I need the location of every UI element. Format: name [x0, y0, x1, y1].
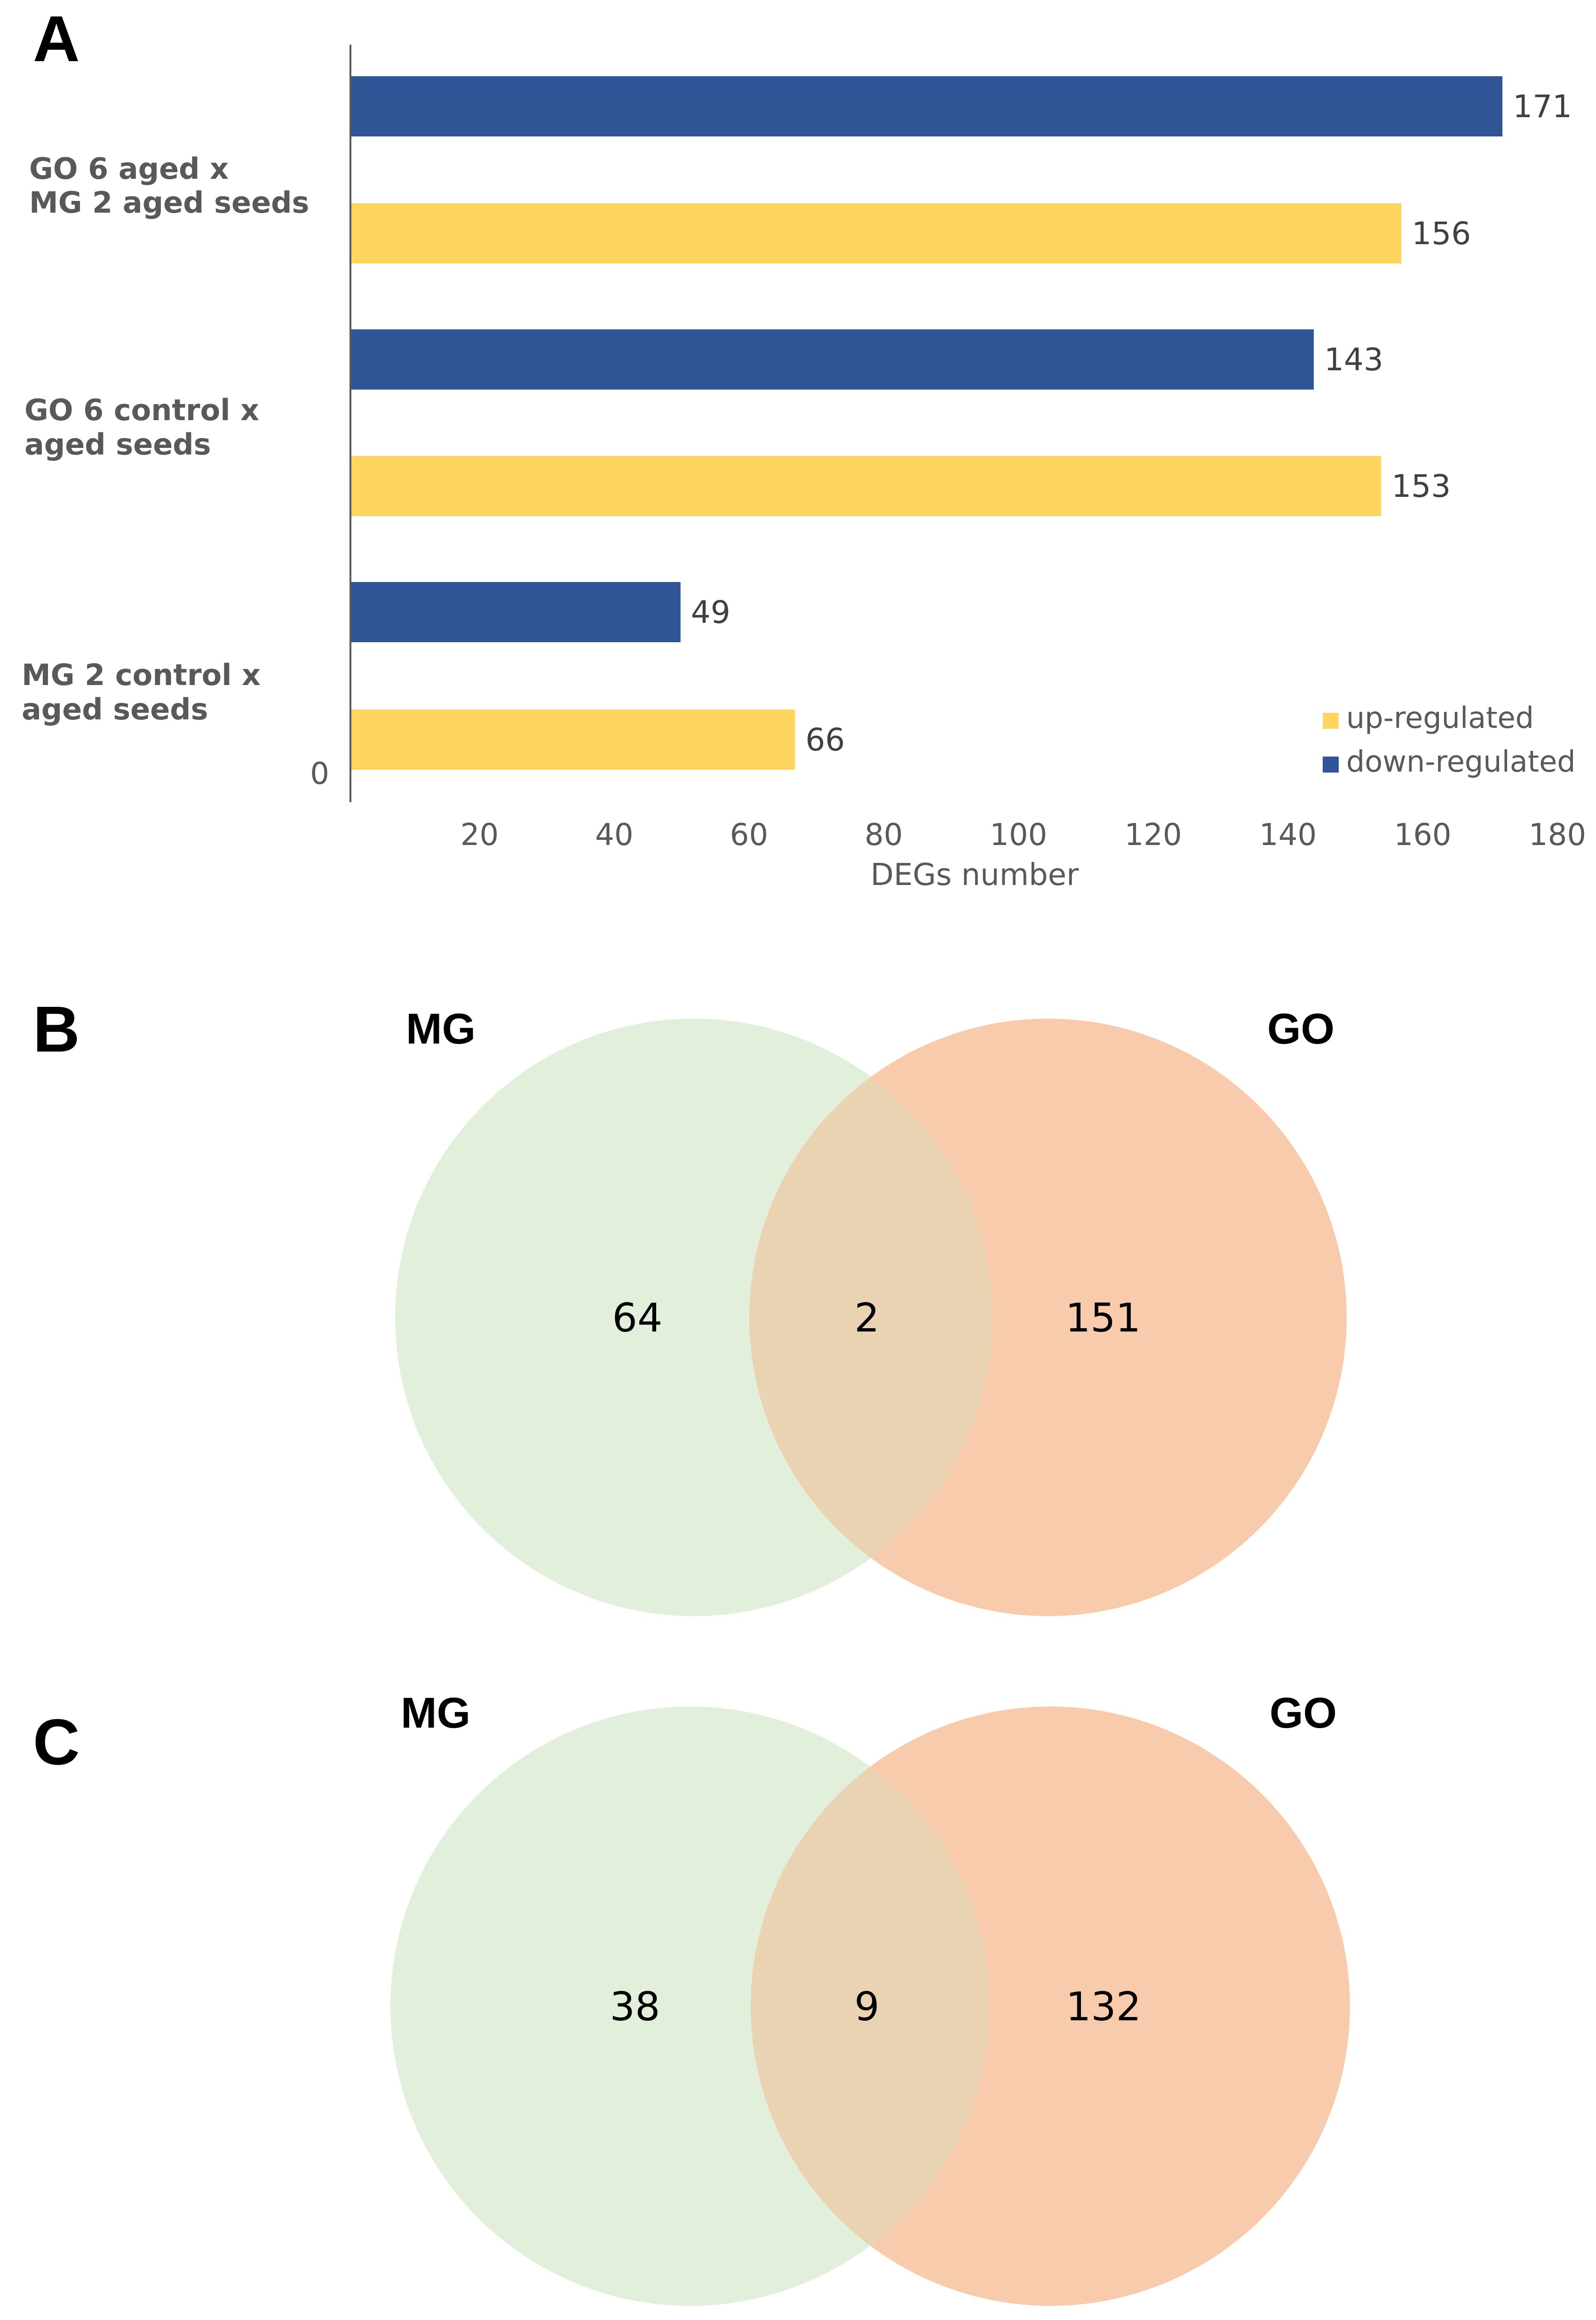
- category-label-3-line-2: aged seeds: [22, 692, 208, 726]
- category-label-3-line-1: MG 2 control x: [22, 658, 261, 692]
- panel-label-a: A: [33, 3, 80, 75]
- bar-down-regulated-1: [350, 76, 1503, 136]
- x-axis-title: DEGs number: [871, 858, 1079, 893]
- venn-c-set-label-go: GO: [1270, 1689, 1337, 1737]
- venn-b-set-label-mg: MG: [406, 1005, 476, 1053]
- x-tick-label-40: 40: [595, 818, 633, 853]
- x-tick-label-20: 20: [461, 818, 499, 853]
- venn-c-count-mg-only: 38: [610, 1984, 660, 2030]
- venn-c-count-go-only: 132: [1066, 1984, 1141, 2030]
- x-tick-label-160: 160: [1394, 818, 1451, 853]
- category-label-2-line-2: aged seeds: [24, 427, 211, 462]
- venn-b-count-mg-only: 64: [612, 1295, 663, 1341]
- x-tick-label-0: 0: [310, 757, 329, 791]
- venn-c-set-label-mg: MG: [401, 1689, 470, 1737]
- bar-value-label-up-regulated-3: 66: [805, 722, 845, 758]
- category-label-1-line-1: GO 6 aged x: [29, 151, 229, 186]
- venn-b-overlap: [749, 1077, 993, 1558]
- venn-panel-c: C MG GO 38 9 132: [33, 1689, 1350, 2306]
- bar-down-regulated-2: [350, 329, 1314, 390]
- panel-label-b: B: [33, 993, 80, 1066]
- bar-value-label-down-regulated-3: 49: [691, 594, 731, 630]
- category-label-1-line-2: MG 2 aged seeds: [29, 185, 309, 220]
- category-label-2-line-1: GO 6 control x: [24, 393, 259, 427]
- panel-label-c: C: [33, 1706, 80, 1778]
- tick-label-group: 0 20 40 60 80 100 120 140 160 180: [310, 757, 1586, 853]
- venn-b-count-both: 2: [854, 1295, 879, 1341]
- legend: up-regulated down-regulated: [1323, 701, 1576, 779]
- venn-panel-b: B MG GO 64 2 151: [33, 993, 1347, 1616]
- bar-up-regulated-3: [350, 710, 795, 770]
- venn-b-count-go-only: 151: [1065, 1295, 1141, 1341]
- bar-group: [350, 76, 1503, 770]
- bar-down-regulated-3: [350, 582, 681, 642]
- x-tick-label-140: 140: [1259, 818, 1317, 853]
- x-tick-label-60: 60: [730, 818, 768, 853]
- venn-b-set-label-go: GO: [1267, 1005, 1334, 1053]
- bar-value-label-up-regulated-2: 153: [1391, 468, 1451, 504]
- venn-c-count-both: 9: [854, 1984, 879, 2030]
- legend-swatch-down-regulated: [1323, 757, 1339, 773]
- bar-up-regulated-2: [350, 456, 1382, 516]
- bar-value-label-down-regulated-1: 171: [1513, 88, 1572, 125]
- x-tick-label-180: 180: [1529, 818, 1586, 853]
- bar-value-label-down-regulated-2: 143: [1324, 342, 1383, 378]
- legend-label-down-regulated: down-regulated: [1346, 744, 1576, 779]
- bar-chart-panel: A GO 6 aged x MG 2 aged seeds GO 6 contr…: [22, 3, 1586, 893]
- venn-c-overlap: [750, 1767, 990, 2246]
- x-tick-label-100: 100: [990, 818, 1047, 853]
- legend-swatch-up-regulated: [1323, 713, 1339, 729]
- bar-value-label-up-regulated-1: 156: [1412, 215, 1471, 252]
- x-tick-label-80: 80: [865, 818, 903, 853]
- x-tick-label-120: 120: [1125, 818, 1182, 853]
- bar-up-regulated-1: [350, 203, 1402, 263]
- bar-label-group: 171 143 49 156 153 66: [691, 88, 1572, 758]
- legend-label-up-regulated: up-regulated: [1346, 701, 1534, 735]
